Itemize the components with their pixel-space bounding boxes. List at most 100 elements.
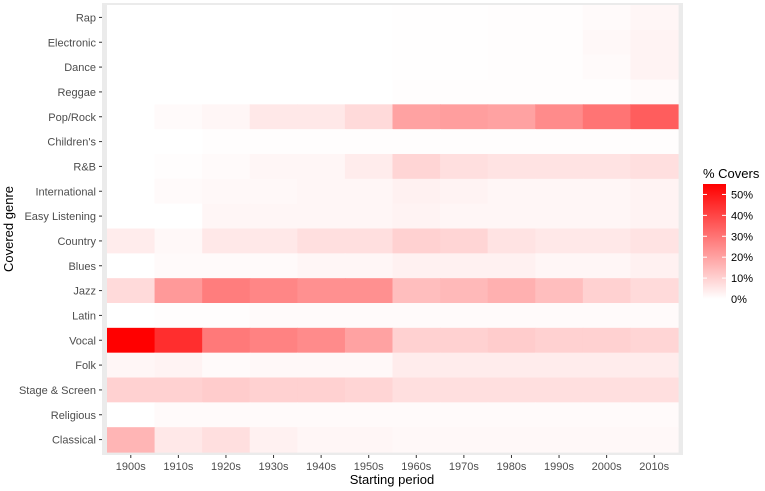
- legend-colorbar: [703, 184, 726, 299]
- heatmap-cell: [249, 327, 298, 354]
- heatmap-cell: [582, 303, 632, 329]
- legend-tick-label: 30%: [731, 231, 753, 243]
- heatmap-cell: [392, 5, 441, 31]
- heatmap-cell: [344, 427, 394, 453]
- heatmap-cell: [582, 203, 632, 230]
- heatmap-cell: [630, 327, 679, 354]
- heatmap-cell: [487, 352, 536, 379]
- heatmap-cell: [202, 303, 251, 329]
- heatmap-cell: [392, 253, 441, 279]
- heatmap-cell: [630, 129, 679, 155]
- heatmap-cell: [202, 427, 251, 453]
- heatmap-cell: [249, 427, 298, 453]
- heatmap-cell: [535, 203, 584, 230]
- heatmap-cell: [202, 377, 251, 403]
- heatmap-cell: [344, 253, 394, 279]
- heatmap-cell: [535, 228, 584, 254]
- y-tick-label: Pop/Rock: [48, 112, 96, 124]
- heatmap-cell: [582, 377, 632, 403]
- heatmap-cell: [107, 29, 156, 56]
- heatmap-cell: [535, 352, 584, 379]
- heatmap-cell: [392, 402, 441, 428]
- heatmap-cell: [630, 178, 679, 205]
- heatmap-cell: [249, 402, 298, 428]
- heatmap-cell: [249, 79, 298, 105]
- y-tick-label: Easy Listening: [24, 211, 96, 223]
- heatmap-cell: [487, 253, 536, 279]
- heatmap-cell: [297, 228, 346, 254]
- heatmap-cell: [107, 178, 156, 205]
- heatmap-cell: [630, 228, 679, 254]
- heatmap-cell: [297, 104, 346, 130]
- heatmap-cell: [297, 54, 346, 81]
- heatmap-cell: [297, 154, 346, 180]
- heatmap-cell: [392, 154, 441, 180]
- heatmap-cell: [487, 303, 536, 329]
- heatmap-cell: [297, 129, 346, 155]
- legend-tick-label: 10%: [731, 273, 753, 285]
- heatmap-cell: [487, 427, 536, 453]
- heatmap-cell: [582, 29, 632, 56]
- y-tick-label: Country: [57, 236, 96, 248]
- heatmap-cell: [344, 5, 394, 31]
- heatmap-cell: [249, 377, 298, 403]
- heatmap-cell: [202, 203, 251, 230]
- heatmap-cell: [392, 203, 441, 230]
- legend-tick-label: 20%: [731, 252, 753, 264]
- heatmap-cell: [630, 79, 679, 105]
- heatmap-cell: [154, 203, 203, 230]
- heatmap-cell: [392, 129, 441, 155]
- heatmap-cell: [154, 352, 203, 379]
- heatmap-cell: [535, 278, 584, 304]
- heatmap-cell: [440, 327, 489, 354]
- heatmap-cell: [202, 5, 251, 31]
- heatmap-cell: [202, 402, 251, 428]
- heatmap-cell: [392, 352, 441, 379]
- heatmap-cell: [297, 377, 346, 403]
- heatmap-cell: [440, 303, 489, 329]
- heatmap-cell: [630, 5, 679, 31]
- heatmap-cell: [249, 5, 298, 31]
- heatmap-cell: [344, 278, 394, 304]
- heatmap-cell: [535, 79, 584, 105]
- heatmap-cell: [535, 29, 584, 56]
- heatmap-cell: [392, 178, 441, 205]
- heatmap-cell: [107, 5, 156, 31]
- heatmap-cell: [249, 54, 298, 81]
- heatmap-cell: [392, 278, 441, 304]
- heatmap-cell: [154, 402, 203, 428]
- y-tick-label: Children's: [47, 137, 96, 149]
- y-tick-label: Rap: [76, 12, 96, 24]
- heatmap-cell: [630, 427, 679, 453]
- heatmap-cell: [297, 203, 346, 230]
- x-tick-label: 1940s: [306, 461, 336, 473]
- heatmap-cell: [297, 79, 346, 105]
- heatmap-cell: [107, 203, 156, 230]
- heatmap-cell: [440, 203, 489, 230]
- x-tick-label: 1990s: [544, 461, 574, 473]
- heatmap-cell: [344, 129, 394, 155]
- heatmap-cell: [630, 154, 679, 180]
- x-tick-label: 2000s: [592, 461, 622, 473]
- heatmap-cell: [392, 327, 441, 354]
- heatmap-cell: [202, 253, 251, 279]
- heatmap-cell: [154, 79, 203, 105]
- heatmap-cell: [535, 54, 584, 81]
- heatmap-cell: [107, 402, 156, 428]
- heatmap-cell: [392, 228, 441, 254]
- heatmap-cell: [249, 178, 298, 205]
- heatmap-cell: [630, 278, 679, 304]
- y-tick-label: R&B: [73, 161, 96, 173]
- legend-ticks: 50% 40% 30% 20% 10% 0%: [703, 189, 753, 306]
- heatmap-cell: [582, 228, 632, 254]
- x-tick-label: 1980s: [496, 461, 526, 473]
- heatmap-cell: [582, 54, 632, 81]
- heatmap-cell: [107, 154, 156, 180]
- heatmap-cell: [392, 104, 441, 130]
- heatmap-cell: [392, 427, 441, 453]
- legend-tick-label: 0%: [731, 294, 747, 306]
- heatmap-cell: [344, 178, 394, 205]
- heatmap-cell: [535, 377, 584, 403]
- heatmap-cell: [582, 402, 632, 428]
- heatmap-cell: [344, 54, 394, 81]
